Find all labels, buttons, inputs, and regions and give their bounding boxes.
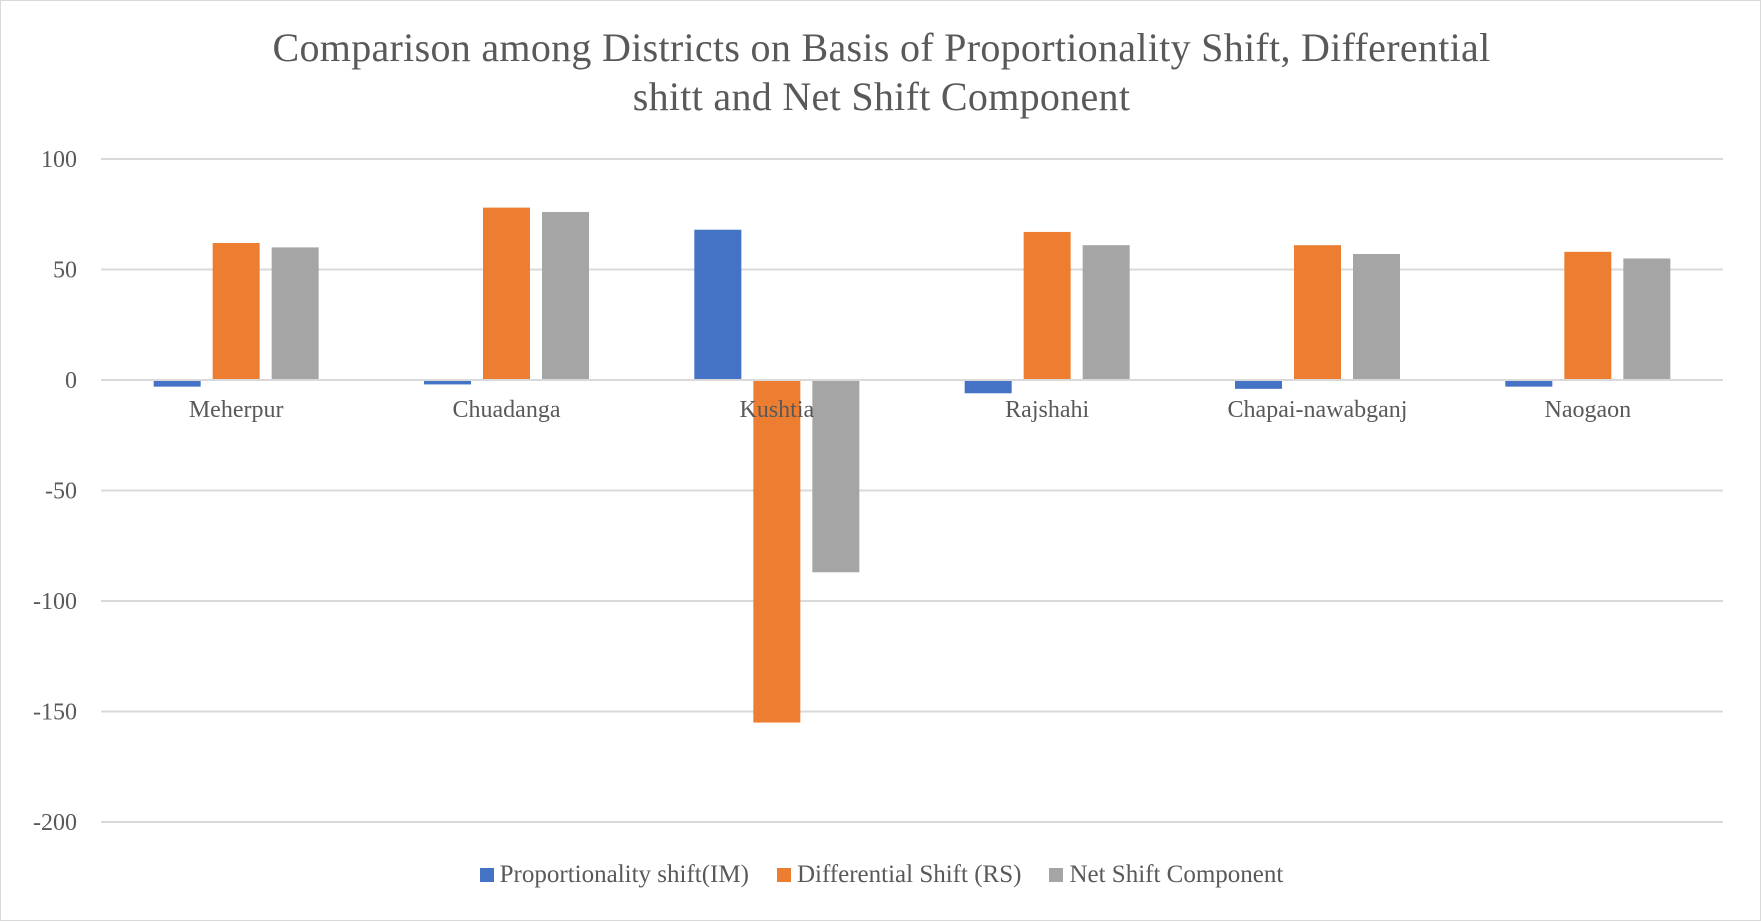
bar-naogaon-series-0 — [1505, 380, 1553, 387]
y-tick-label-5: -150 — [33, 700, 77, 726]
legend: Proportionality shift(IM) Differential S… — [1, 861, 1761, 889]
y-tick-label-2: 0 — [65, 368, 77, 394]
category-label-meherpur: Meherpur — [189, 397, 284, 423]
bar-rajshahi-series-0 — [964, 380, 1012, 394]
bar-kushtia-series-2 — [812, 380, 860, 573]
y-tick-label-4: -100 — [33, 589, 77, 615]
bar-kushtia-series-1 — [753, 380, 801, 723]
legend-label-net-shift: Net Shift Component — [1069, 861, 1284, 888]
bar-chapai-nawabganj-series-1 — [1294, 245, 1341, 380]
bar-rajshahi-series-2 — [1082, 245, 1130, 380]
bar-meherpur-series-2 — [271, 247, 319, 380]
chart-title: Comparison among Districts on Basis of P… — [1, 23, 1761, 121]
category-label-chuadanga: Chuadanga — [453, 397, 561, 423]
category-label-kushtia: Kushtia — [739, 397, 814, 423]
category-label-rajshahi: Rajshahi — [1005, 397, 1089, 423]
chart-title-line-1: Comparison among Districts on Basis of P… — [272, 25, 1491, 70]
bar-meherpur-series-0 — [153, 380, 201, 387]
y-tick-label-0: 100 — [41, 147, 77, 173]
bar-kushtia-series-0 — [694, 229, 742, 380]
bar-meherpur-series-1 — [212, 242, 260, 380]
y-tick-label-3: -50 — [45, 479, 77, 505]
legend-label-differential: Differential Shift (RS) — [796, 861, 1022, 888]
bar-chapai-nawabganj-series-2 — [1353, 254, 1400, 380]
chart-title-line-2: shitt and Net Shift Component — [632, 74, 1131, 119]
legend-swatch-net-shift — [1049, 868, 1064, 882]
bar-chapai-nawabganj-series-0 — [1235, 380, 1282, 389]
legend-swatch-differential — [776, 868, 791, 882]
bar-chuadanga-series-2 — [542, 212, 589, 380]
y-tick-label-1: 50 — [53, 258, 77, 284]
legend-label-proportionality: Proportionality shift(IM) — [499, 861, 749, 888]
category-label-naogaon: Naogaon — [1545, 397, 1632, 423]
y-tick-label-6: -200 — [33, 810, 77, 836]
legend-swatch-proportionality — [479, 868, 494, 882]
legend-item-proportionality: Proportionality shift(IM) — [479, 861, 749, 889]
bar-naogaon-series-2 — [1623, 258, 1671, 380]
bar-naogaon-series-1 — [1564, 251, 1612, 380]
bar-chuadanga-series-1 — [483, 207, 530, 380]
legend-item-differential: Differential Shift (RS) — [776, 861, 1022, 889]
bar-rajshahi-series-1 — [1023, 231, 1071, 380]
legend-item-net-shift: Net Shift Component — [1049, 861, 1283, 889]
category-label-chapai-nawabganj: Chapai-nawabganj — [1228, 397, 1408, 423]
bar-chuadanga-series-0 — [424, 380, 471, 385]
